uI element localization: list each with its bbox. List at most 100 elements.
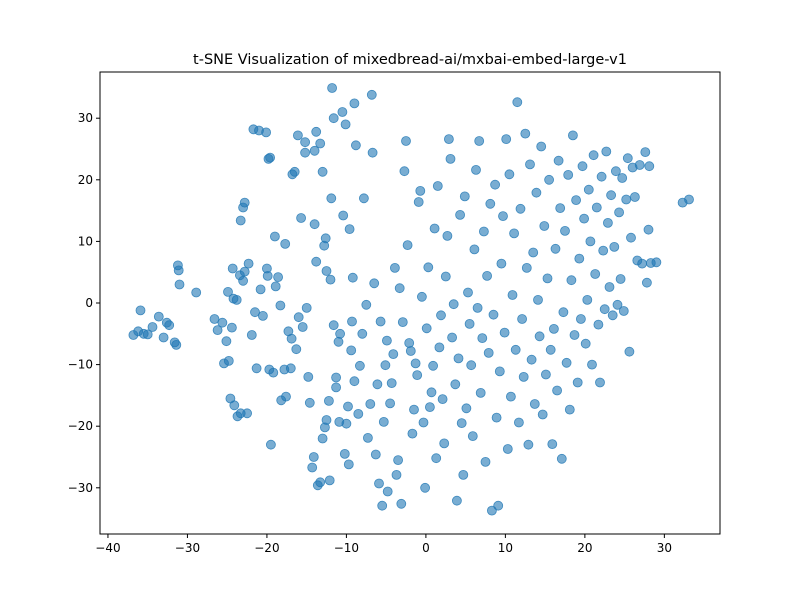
scatter-point: [281, 391, 291, 402]
scatter-point: [583, 184, 594, 195]
scatter-point: [536, 141, 547, 152]
scatter-point: [418, 417, 429, 428]
scatter-point: [640, 147, 651, 158]
scatter-point: [607, 310, 618, 321]
scatter-point: [448, 299, 459, 310]
scatter-point: [385, 398, 396, 409]
scatter-point: [301, 302, 312, 313]
x-tick-label: −40: [95, 541, 120, 555]
scatter-point: [147, 322, 158, 332]
scatter-point: [634, 160, 645, 170]
scatter-point: [467, 431, 478, 442]
scatter-point: [246, 330, 257, 340]
scatter-point: [475, 387, 486, 398]
scatter-point: [280, 238, 291, 249]
scatter-point: [357, 328, 368, 339]
scatter-point: [321, 266, 332, 276]
scatter-point: [549, 323, 559, 334]
scatter-point: [443, 134, 454, 145]
y-tick-label: −20: [68, 419, 93, 433]
scatter-point: [315, 138, 326, 149]
scatter-point: [456, 418, 467, 429]
scatter-point: [599, 304, 610, 315]
scatter-point: [404, 338, 415, 348]
scatter-point: [643, 224, 654, 235]
scatter-point: [367, 147, 378, 158]
scatter-point: [436, 310, 446, 321]
scatter-point: [493, 500, 504, 511]
scatter-point: [270, 281, 281, 292]
scatter-point: [618, 306, 629, 316]
scatter-point: [315, 477, 326, 488]
scatter-point: [261, 263, 272, 274]
scatter-point: [311, 256, 322, 267]
scatter-point: [590, 269, 601, 279]
scatter-point: [520, 128, 531, 139]
scatter-point: [238, 275, 249, 286]
scatter-point: [327, 83, 338, 93]
scatter-point: [603, 217, 613, 228]
scatter-point: [526, 354, 537, 365]
scatter-point: [593, 319, 604, 330]
scatter-point: [243, 258, 254, 269]
scatter-point: [339, 448, 350, 459]
y-tick-label: 20: [78, 173, 93, 187]
scatter-point: [235, 215, 246, 226]
scatter-point: [338, 210, 349, 221]
scatter-point: [533, 294, 543, 305]
scatter-point: [142, 329, 153, 340]
scatter-point: [227, 263, 238, 274]
scatter-point: [482, 270, 493, 281]
scatter-point: [378, 416, 389, 427]
scatter-point: [566, 275, 577, 286]
scatter-point: [426, 387, 437, 398]
scatter-point: [191, 287, 202, 298]
scatter-point: [577, 161, 588, 172]
scatter-point: [432, 181, 443, 191]
scatter-point: [164, 320, 175, 331]
scatter-point: [331, 372, 342, 383]
scatter-point: [135, 305, 146, 316]
scatter-point: [353, 408, 364, 419]
scatter-point: [637, 258, 647, 269]
scatter-point: [291, 344, 302, 355]
scatter-point: [509, 228, 519, 239]
scatter-point: [242, 408, 253, 419]
scatter-point: [428, 360, 439, 371]
scatter-point: [257, 310, 268, 321]
scatter-point: [391, 469, 402, 480]
scatter-point: [505, 391, 516, 402]
scatter-point: [346, 345, 357, 356]
scatter-point: [471, 164, 481, 175]
scatter-point: [416, 291, 427, 302]
scatter-point: [450, 379, 461, 390]
scatter-point: [223, 286, 233, 297]
scatter-point: [286, 333, 297, 344]
scatter-point: [626, 232, 636, 243]
scatter-point: [544, 174, 554, 185]
scatter-point: [415, 185, 426, 196]
scatter-point: [547, 439, 558, 450]
x-axis: −40 −30 −20 −10 0 10 20 30: [95, 534, 672, 555]
scatter-point: [309, 219, 320, 230]
scatter-point: [333, 336, 344, 347]
scatter-point: [621, 194, 632, 205]
scatter-point: [221, 336, 232, 347]
scatter-point: [614, 207, 624, 218]
scatter-point: [651, 257, 662, 268]
scatter-point: [474, 136, 485, 146]
scatter-point: [496, 258, 507, 269]
scatter-point: [324, 475, 335, 486]
scatter-point: [580, 338, 591, 349]
scatter-point: [442, 230, 453, 241]
scatter-point: [304, 397, 315, 408]
scatter-point: [558, 307, 569, 318]
scatter-point: [534, 331, 545, 342]
scatter-point: [174, 279, 185, 290]
y-tick-label: 0: [85, 296, 93, 310]
scatter-point: [459, 191, 470, 202]
scatter-point: [464, 318, 475, 329]
scatter-point: [463, 287, 473, 298]
scatter-point: [401, 136, 411, 146]
